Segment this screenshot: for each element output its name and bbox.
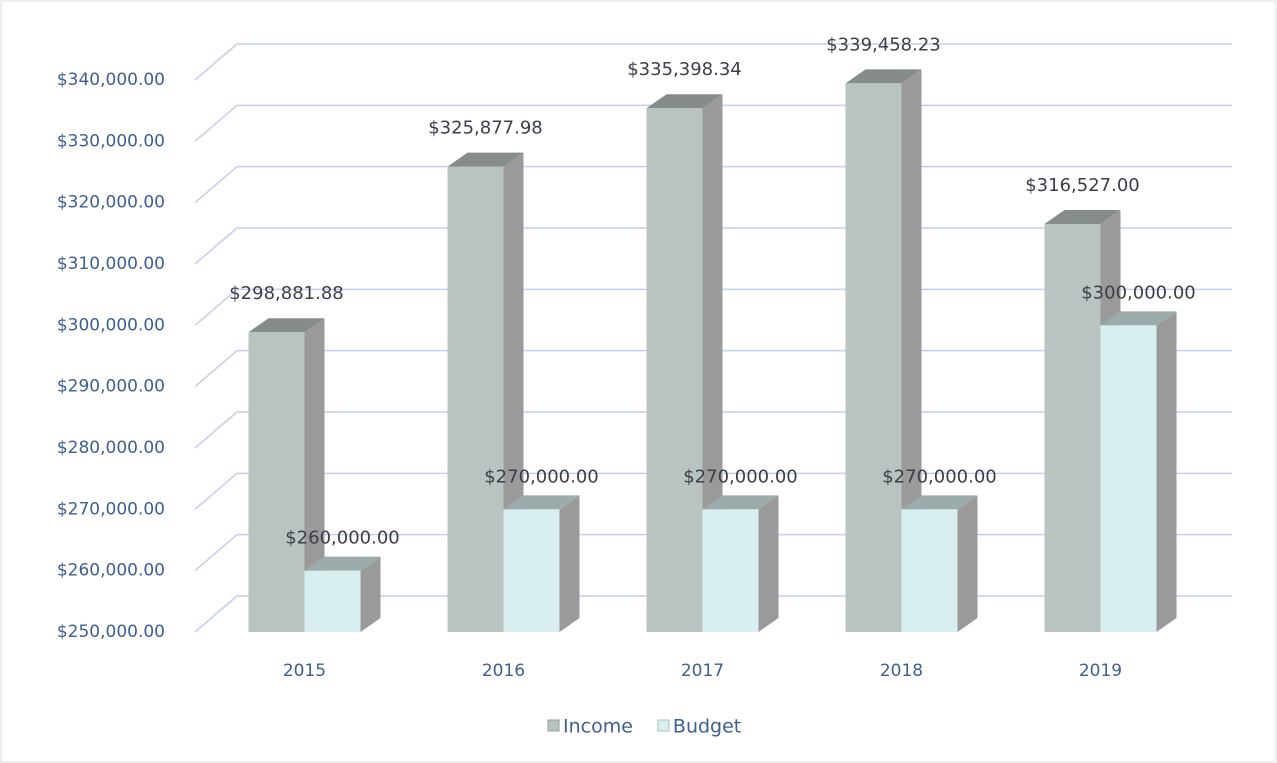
grid-line-side <box>194 166 238 204</box>
bar-top <box>646 94 723 109</box>
bar-top <box>845 69 922 84</box>
grid-line-side <box>194 104 238 142</box>
y-tick-label: $320,000.00 <box>57 193 165 213</box>
y-tick-label: $290,000.00 <box>57 377 165 397</box>
bar <box>1044 223 1101 633</box>
bar <box>702 509 759 632</box>
legend-swatch <box>657 719 670 732</box>
y-tick-label: $250,000.00 <box>57 622 165 642</box>
bar <box>503 509 560 632</box>
x-tick-label: 2017 <box>681 661 724 681</box>
legend-label: Budget <box>673 716 741 738</box>
y-tick-label: $340,000.00 <box>57 70 165 90</box>
bar <box>447 166 504 632</box>
y-tick-label: $280,000.00 <box>57 438 165 458</box>
bar-side <box>957 495 978 632</box>
grid-line-side <box>194 288 238 326</box>
bar-side <box>559 495 580 632</box>
value-label: $270,000.00 <box>882 466 997 487</box>
grid-line-side <box>194 595 238 633</box>
value-label: $339,458.23 <box>826 34 941 55</box>
legend-label: Income <box>563 716 633 738</box>
x-tick-label: 2016 <box>482 661 525 681</box>
value-label: $300,000.00 <box>1081 282 1196 303</box>
bar-top <box>447 152 524 167</box>
bar <box>1100 325 1157 632</box>
grid-line-side <box>194 534 238 572</box>
bar <box>901 509 958 632</box>
value-label: $325,877.98 <box>428 118 543 139</box>
x-tick-label: 2018 <box>880 661 923 681</box>
bar <box>248 332 305 632</box>
grid-line-side <box>194 472 238 510</box>
bar-side <box>758 495 779 632</box>
y-tick-label: $300,000.00 <box>57 315 165 335</box>
grid-line-side <box>194 43 238 81</box>
bar-top <box>1044 209 1121 224</box>
value-label: $298,881.88 <box>229 283 344 304</box>
bar <box>646 108 703 633</box>
y-tick-label: $260,000.00 <box>57 561 165 581</box>
value-label: $335,398.34 <box>627 59 742 80</box>
bar <box>304 570 361 632</box>
grid-line-side <box>194 411 238 449</box>
y-tick-label: $330,000.00 <box>57 131 165 151</box>
grid-line-side <box>194 227 238 265</box>
y-tick-label: $270,000.00 <box>57 499 165 519</box>
bar-side <box>304 318 325 632</box>
value-label: $270,000.00 <box>683 466 798 487</box>
bar-top <box>702 495 779 510</box>
grid-line-side <box>194 350 238 388</box>
value-label: $270,000.00 <box>484 466 599 487</box>
bar <box>845 83 902 632</box>
y-tick-label: $310,000.00 <box>57 254 165 274</box>
value-label: $260,000.00 <box>285 528 400 549</box>
bar-side <box>360 556 381 632</box>
x-tick-label: 2019 <box>1079 661 1122 681</box>
bar-top <box>1100 311 1177 326</box>
bar-side <box>901 69 922 632</box>
x-tick-label: 2015 <box>283 661 326 681</box>
bar-side <box>1156 311 1177 632</box>
bar-top <box>901 495 978 510</box>
bar-top <box>503 495 580 510</box>
legend-swatch <box>547 719 560 732</box>
bar-top <box>304 556 381 571</box>
value-label: $316,527.00 <box>1025 175 1140 196</box>
bar-side <box>702 94 723 633</box>
bar-top <box>248 318 325 333</box>
